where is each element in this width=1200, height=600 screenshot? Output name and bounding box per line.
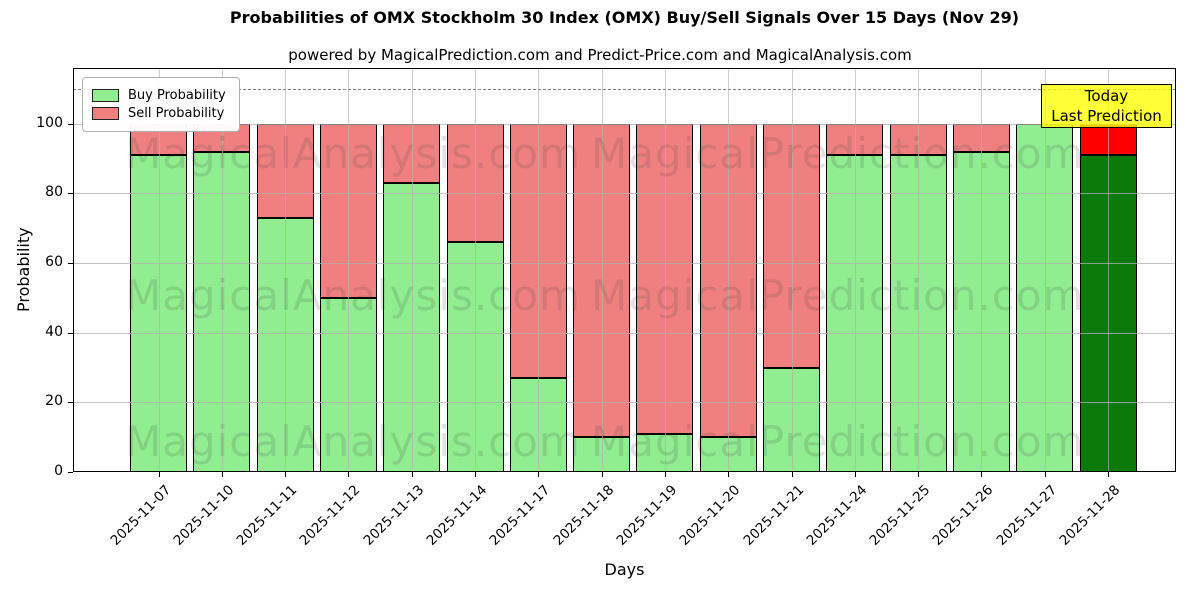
x-tick-label: 2025-11-10: [170, 482, 238, 549]
y-tick-label: 60: [45, 254, 63, 271]
x-tick-mark: [475, 472, 476, 477]
x-tick-label: 2025-11-27: [993, 482, 1061, 549]
x-tick-label: 2025-11-19: [613, 482, 681, 549]
watermark-right: MagicalPrediction.com: [591, 129, 1085, 178]
x-tick-mark: [601, 472, 603, 477]
x-tick-label: 2025-11-24: [803, 482, 871, 549]
x-gridline: [981, 68, 983, 472]
x-tick-label: 2025-11-13: [360, 482, 428, 549]
x-gridline: [285, 68, 287, 472]
x-tick-label: 2025-11-26: [929, 482, 997, 549]
x-gridline: [1108, 68, 1109, 472]
y-tick-mark: [68, 402, 73, 404]
x-gridline: [791, 68, 793, 472]
x-tick-label: 2025-11-14: [423, 482, 491, 549]
x-gridline: [728, 68, 730, 472]
x-gridline: [411, 68, 413, 472]
y-tick-label: 0: [54, 463, 63, 479]
y-gridline: [73, 263, 1176, 265]
sell-swatch-icon: [92, 107, 119, 120]
x-tick-mark: [411, 472, 413, 477]
x-gridline: [854, 68, 856, 472]
x-tick-label: 2025-11-07: [107, 482, 174, 549]
x-gridline: [221, 68, 223, 472]
legend-sell-label: Sell Probability: [128, 106, 225, 121]
y-gridline: [73, 193, 1176, 195]
x-gridline: [475, 68, 476, 472]
y-tick-mark: [68, 123, 73, 125]
x-tick-mark: [728, 472, 730, 477]
watermark-right: MagicalPrediction.com: [591, 271, 1085, 320]
x-tick-mark: [918, 472, 920, 477]
y-tick-label: 40: [45, 323, 63, 340]
x-tick-mark: [1108, 472, 1109, 477]
x-tick-label: 2025-11-17: [486, 482, 554, 549]
y-tick-mark: [68, 472, 73, 473]
x-tick-label: 2025-11-21: [740, 482, 807, 549]
x-gridline: [664, 68, 666, 472]
x-tick-mark: [791, 472, 793, 477]
x-tick-label: 2025-11-20: [676, 482, 744, 549]
watermark-right: MagicalPrediction.com: [591, 417, 1085, 466]
y-tick-mark: [68, 332, 73, 334]
plot-area: MagicalAnalysis.com MagicalPrediction.com…: [73, 68, 1176, 472]
x-gridline: [538, 68, 540, 472]
x-tick-mark: [981, 472, 983, 477]
chart-subtitle: powered by MagicalPrediction.com and Pre…: [288, 46, 912, 64]
today-annotation-line2: Last Prediction: [1051, 107, 1162, 125]
watermark-left: MagicalAnalysis.com: [125, 417, 581, 466]
today-annotation: Today Last Prediction: [1041, 84, 1172, 128]
x-gridline: [348, 68, 350, 472]
x-tick-mark: [1044, 472, 1046, 477]
x-axis-title: Days: [604, 560, 645, 579]
y-gridline: [73, 332, 1176, 334]
x-tick-mark: [538, 472, 540, 477]
legend-buy-label: Buy Probability: [128, 88, 226, 103]
x-gridline: [918, 68, 920, 472]
watermark-left: MagicalAnalysis.com: [125, 271, 581, 320]
x-tick-label: 2025-11-11: [233, 482, 301, 549]
x-tick-label: 2025-11-12: [296, 482, 364, 549]
x-tick-label: 2025-11-18: [550, 482, 617, 549]
y-tick-label: 80: [45, 184, 63, 201]
y-tick-label: 20: [45, 393, 63, 410]
today-annotation-line1: Today: [1084, 87, 1129, 105]
x-gridline: [1044, 68, 1046, 472]
x-tick-mark: [854, 472, 856, 477]
x-tick-mark: [221, 472, 223, 477]
x-gridline: [601, 68, 603, 472]
legend: Buy Probability Sell Probability: [82, 77, 240, 132]
x-tick-mark: [158, 472, 160, 477]
y-gridline: [73, 402, 1176, 404]
watermark-left: MagicalAnalysis.com: [125, 129, 581, 178]
y-tick-label: 100: [36, 114, 63, 131]
legend-entry-sell: Sell Probability: [92, 106, 229, 121]
dashed-threshold-line: [73, 88, 1176, 90]
y-tick-mark: [68, 193, 73, 195]
x-gridline: [158, 68, 160, 472]
x-tick-mark: [664, 472, 666, 477]
x-tick-label: 2025-11-28: [1056, 482, 1124, 549]
chart-title: Probabilities of OMX Stockholm 30 Index …: [229, 8, 1020, 27]
y-tick-mark: [68, 263, 73, 265]
buy-swatch-icon: [92, 89, 119, 102]
x-tick-mark: [348, 472, 350, 477]
x-tick-label: 2025-11-25: [866, 482, 934, 549]
y-gridline: [73, 123, 1176, 125]
legend-entry-buy: Buy Probability: [92, 88, 229, 103]
x-tick-mark: [285, 472, 287, 477]
